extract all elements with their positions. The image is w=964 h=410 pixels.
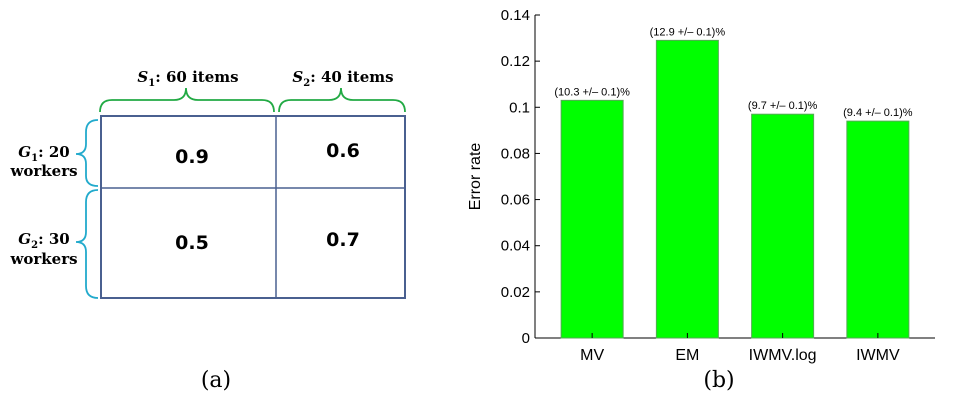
caption-b: (b) — [703, 368, 735, 393]
y-tick-label: 0 — [522, 330, 530, 347]
col-header-s2: S2: 40 items — [292, 68, 393, 89]
data-label: (12.9 +/– 0.1)% — [650, 26, 726, 38]
y-tick-label: 0.08 — [501, 145, 530, 162]
cell-g2-s1: 0.5 — [175, 232, 209, 254]
col-brace-s1 — [99, 87, 275, 113]
row-brace-g1 — [75, 119, 99, 187]
row-header-g2-line2: workers — [9, 250, 77, 268]
data-label: (10.3 +/– 0.1)% — [554, 86, 630, 98]
data-label: (9.4 +/– 0.1)% — [843, 107, 913, 119]
x-tick-label: IWMV — [856, 347, 900, 364]
y-tick-label: 0.1 — [509, 99, 530, 116]
y-axis-label: Error rate — [467, 143, 484, 211]
col-brace-s2 — [278, 87, 406, 113]
row-header-g1: G1: 20 — [18, 143, 69, 164]
x-tick-label: MV — [580, 347, 604, 364]
bar-mv — [560, 99, 624, 339]
y-tick-label: 0.02 — [501, 284, 530, 301]
row-brace-g2 — [75, 189, 99, 299]
row-header-g1-line2: workers — [9, 162, 77, 180]
bar-em — [655, 39, 719, 339]
cell-g1-s2: 0.6 — [326, 140, 360, 162]
y-tick-label: 0.04 — [501, 238, 530, 255]
matrix-panel: S1: 60 items S2: 40 items G1: 20 workers… — [9, 68, 406, 299]
matrix-grid — [100, 115, 406, 299]
bar-iwmv — [846, 120, 910, 339]
y-tick-label: 0.14 — [501, 7, 530, 24]
y-tick-label: 0.12 — [501, 53, 530, 70]
data-label: (9.7 +/– 0.1)% — [748, 100, 818, 112]
x-tick-label: EM — [675, 347, 699, 364]
x-tick-label: IWMV.log — [749, 347, 817, 364]
row-header-g2: G2: 30 — [18, 230, 69, 251]
caption-a: (a) — [200, 368, 232, 393]
cell-g2-s2: 0.7 — [326, 229, 360, 251]
cell-g1-s1: 0.9 — [175, 146, 209, 168]
bar-iwmv-log — [751, 113, 815, 339]
col-header-s1: S1: 60 items — [137, 68, 238, 89]
y-tick-label: 0.06 — [501, 192, 530, 209]
